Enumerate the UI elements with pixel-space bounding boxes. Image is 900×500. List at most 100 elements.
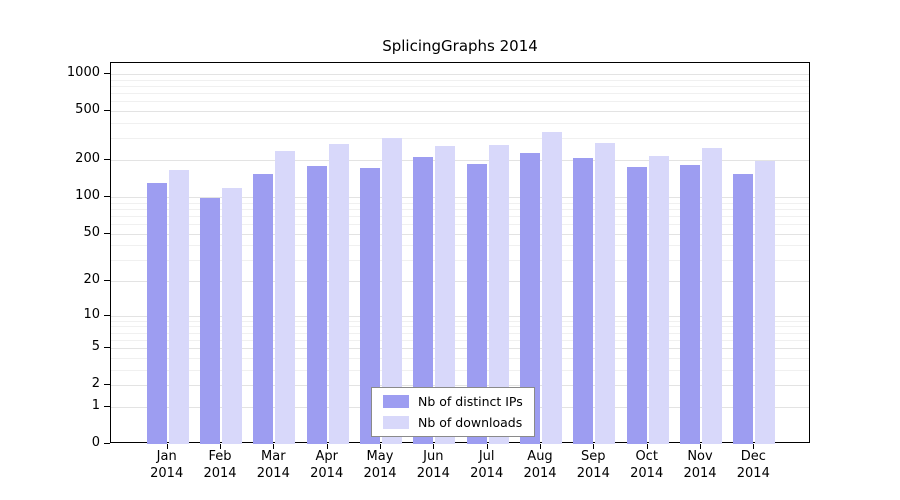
y-tick: [104, 195, 110, 197]
bar-downloads-apr: [328, 144, 349, 444]
y-tick: [104, 73, 110, 74]
x-tick-label-apr: Apr 2014: [310, 449, 344, 481]
bar-downloads-may: [382, 137, 402, 444]
y-tick: [104, 405, 110, 407]
bar-downloads-jan: [168, 170, 189, 444]
x-tick: [166, 444, 168, 449]
x-tick: [593, 444, 595, 449]
x-tick-label-mar: Mar 2014: [256, 449, 290, 481]
gridline: [111, 208, 809, 210]
y-tick: [104, 232, 110, 234]
legend-item-downloads: Nb of downloads: [383, 415, 523, 430]
gridline: [111, 215, 809, 217]
gridline: [111, 160, 809, 161]
gridline: [111, 245, 809, 247]
x-tick-label-dec: Dec 2014: [736, 449, 770, 481]
x-tick-label-may: May 2014: [363, 449, 397, 481]
x-tick-label-oct: Oct 2014: [630, 449, 664, 481]
gridline: [111, 320, 809, 322]
bar-distinct-ips-jan: [146, 182, 167, 444]
gridline: [111, 332, 809, 334]
y-tick: [104, 347, 110, 349]
bar-downloads-sep: [595, 143, 616, 444]
legend-swatch-distinct-ips: [383, 395, 409, 408]
gridline: [111, 315, 809, 317]
gridline: [111, 138, 809, 140]
gridline: [111, 79, 809, 81]
y-tick-label: 100: [75, 187, 100, 203]
x-tick: [700, 444, 701, 449]
bar-distinct-ips-nov: [680, 164, 700, 444]
x-tick: [486, 444, 488, 449]
gridline: [111, 260, 809, 262]
gridline: [111, 86, 809, 87]
bar-distinct-ips-jun: [413, 157, 434, 444]
gridline: [111, 123, 809, 124]
gridline: [111, 339, 809, 341]
y-tick: [104, 384, 110, 386]
bar-downloads-jul: [488, 145, 509, 444]
bar-distinct-ips-dec: [733, 173, 754, 444]
x-tick: [380, 444, 381, 449]
bar-distinct-ips-oct: [626, 167, 647, 444]
x-tick: [646, 444, 648, 449]
chart-title: SplicingGraphs 2014: [382, 37, 538, 55]
x-tick: [753, 444, 755, 449]
y-tick: [104, 314, 110, 316]
x-tick-label-aug: Aug 2014: [523, 449, 557, 481]
gridline: [111, 196, 809, 198]
x-tick-label-jan: Jan 2014: [150, 449, 184, 481]
y-tick-label: 10: [83, 306, 100, 322]
gridline: [111, 369, 809, 371]
bar-downloads-aug: [542, 131, 562, 444]
gridline: [111, 348, 809, 350]
y-tick-label: 2: [91, 376, 100, 392]
y-tick: [104, 159, 110, 160]
x-tick: [273, 444, 275, 449]
x-tick: [326, 444, 328, 449]
gridline: [111, 202, 809, 204]
gridline: [111, 74, 809, 75]
legend-swatch-downloads: [383, 416, 409, 429]
gridline: [111, 111, 809, 113]
legend-item-distinct-ips: Nb of distinct IPs: [383, 394, 523, 409]
x-tick: [433, 444, 435, 449]
bar-downloads-mar: [275, 151, 296, 444]
bar-downloads-nov: [702, 148, 722, 444]
gridline: [111, 223, 809, 225]
gridline: [111, 385, 809, 387]
bar-distinct-ips-apr: [306, 166, 327, 444]
y-tick-label: 1000: [66, 65, 100, 80]
y-tick-label: 0: [91, 435, 100, 450]
bar-downloads-jun: [435, 146, 456, 444]
gridline: [111, 326, 809, 328]
bar-downloads-dec: [755, 160, 776, 444]
x-tick-label-feb: Feb 2014: [203, 449, 237, 481]
y-tick-label: 1: [91, 397, 100, 413]
x-tick-label-nov: Nov 2014: [683, 449, 717, 481]
plot-area: Nb of distinct IPs Nb of downloads: [110, 62, 810, 444]
x-tick-label-jul: Jul 2014: [470, 449, 504, 481]
legend-label-distinct-ips: Nb of distinct IPs: [418, 394, 523, 409]
x-tick-label-sep: Sep 2014: [576, 449, 610, 481]
bar-distinct-ips-feb: [200, 197, 220, 444]
bar-downloads-feb: [222, 188, 242, 444]
bar-distinct-ips-may: [360, 168, 380, 444]
y-tick-label: 200: [75, 151, 100, 166]
bar-distinct-ips-aug: [520, 153, 540, 444]
x-tick: [220, 444, 221, 449]
gridline: [111, 93, 809, 95]
legend-label-downloads: Nb of downloads: [418, 415, 523, 430]
legend: Nb of distinct IPs Nb of downloads: [371, 387, 535, 437]
x-tick-label-jun: Jun 2014: [416, 449, 450, 481]
gridline: [111, 101, 809, 103]
y-tick-label: 50: [83, 224, 100, 240]
bar-downloads-oct: [648, 156, 669, 444]
bar-distinct-ips-mar: [253, 173, 274, 444]
y-tick-label: 20: [83, 272, 100, 287]
y-tick: [104, 110, 110, 112]
y-tick: [104, 443, 110, 444]
gridline: [111, 281, 809, 282]
y-tick: [104, 280, 110, 281]
